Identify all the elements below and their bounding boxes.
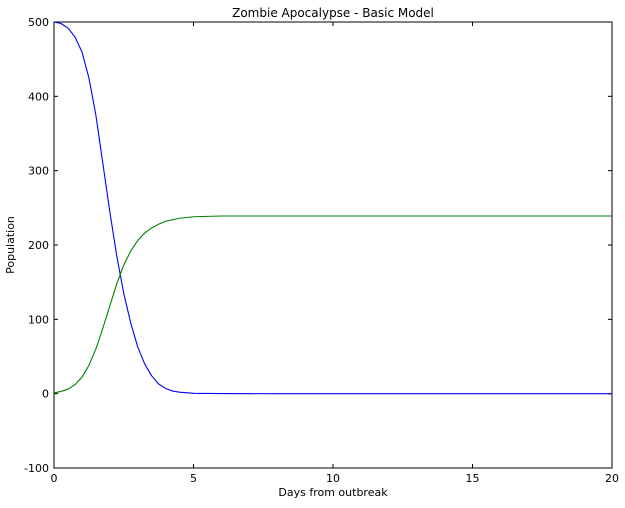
y-tick-label: 100: [28, 313, 49, 326]
y-axis-label: Population: [4, 216, 17, 274]
x-tick-label: 20: [605, 472, 619, 485]
axis-ticks: [53, 21, 613, 469]
y-tick-label: 300: [28, 165, 49, 178]
x-tick-label: 5: [190, 472, 197, 485]
y-tick-label: 200: [28, 239, 49, 252]
series-line-2: [53, 215, 612, 394]
x-tick-labels: 0 5 10 15 20: [51, 472, 620, 485]
plot-area-frame: [53, 21, 613, 469]
x-tick-label: 10: [326, 472, 340, 485]
series-layer: [53, 21, 612, 395]
y-tick-label: 500: [28, 16, 49, 29]
x-axis-label: Days from outbreak: [278, 486, 388, 499]
x-tick-label: 0: [51, 472, 58, 485]
y-tick-label: -100: [24, 462, 49, 475]
x-tick-label: 15: [466, 472, 480, 485]
y-tick-labels: -100 0 100 200 300 400 500: [24, 16, 49, 475]
y-tick-label: 0: [42, 388, 49, 401]
chart-title: Zombie Apocalypse - Basic Model: [232, 6, 434, 20]
series-line-1: [53, 21, 612, 395]
y-tick-label: 400: [28, 90, 49, 103]
